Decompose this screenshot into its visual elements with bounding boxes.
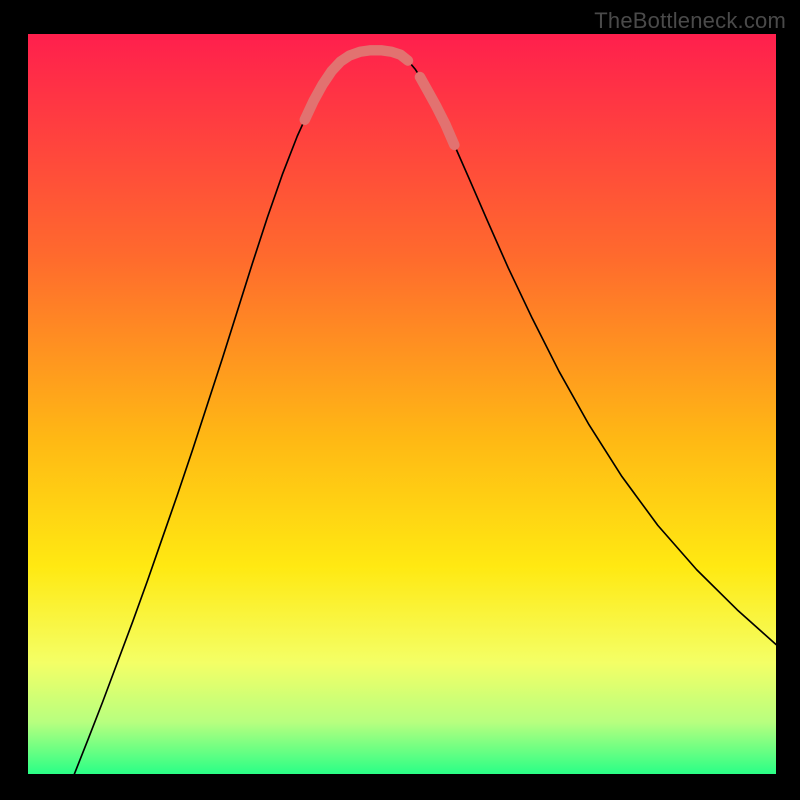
- watermark-text: TheBottleneck.com: [594, 8, 786, 34]
- plot-svg: [28, 34, 776, 774]
- optimal-segment-0: [305, 50, 408, 120]
- bottleneck-curve: [74, 50, 776, 774]
- optimal-segment-1: [420, 77, 454, 145]
- chart-frame: TheBottleneck.com: [0, 0, 800, 800]
- plot-area: [28, 34, 776, 774]
- optimal-range-overlay: [305, 50, 455, 145]
